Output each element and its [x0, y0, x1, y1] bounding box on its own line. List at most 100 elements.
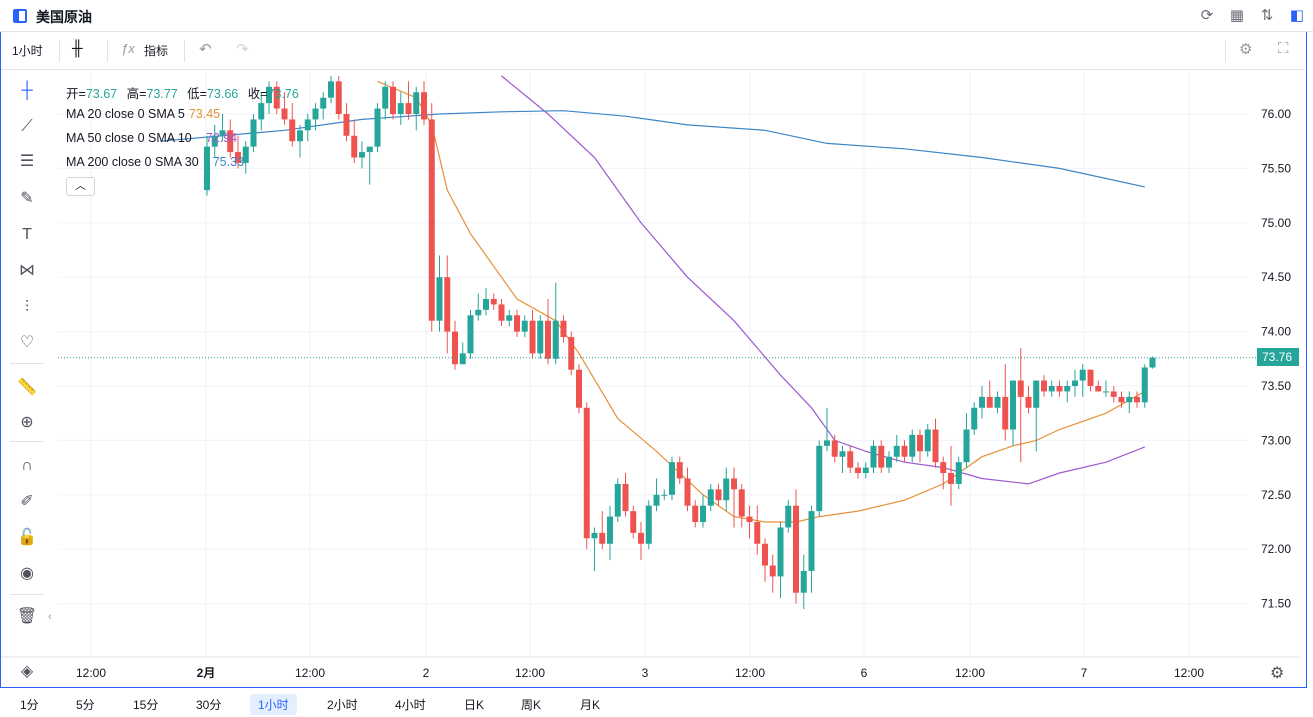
- panel-icon[interactable]: ◧: [1289, 7, 1305, 24]
- candle-body: [971, 407, 978, 430]
- interval-day[interactable]: 日K: [464, 698, 485, 712]
- time-tick-label: 6: [861, 666, 868, 680]
- fullscreen-icon[interactable]: ⛶: [1278, 40, 1289, 57]
- sidebar-toggle-icon[interactable]: [13, 9, 27, 23]
- undo-icon[interactable]: ↶: [199, 41, 212, 58]
- candle-body: [529, 320, 536, 354]
- ma-label: MA 200 close 0 SMA 30: [66, 155, 199, 169]
- time-tick-label: 12:00: [1174, 666, 1204, 680]
- price-chart[interactable]: 76.00 75.50 75.00 74.50 74.00 73.50 73.00 72.50…: [0, 0, 1313, 688]
- toolbar-divider: [10, 441, 44, 442]
- candle-body: [568, 337, 575, 370]
- candle-body: [878, 445, 885, 468]
- ma-legend-row[interactable]: MA 200 close 0 SMA 30 75.33: [66, 155, 244, 169]
- ruler-icon[interactable]: 📏: [17, 379, 37, 396]
- candle-body: [599, 532, 606, 544]
- interval-1m[interactable]: 1分: [20, 698, 39, 712]
- grid-layout-icon[interactable]: ▦: [1229, 7, 1245, 24]
- eye-icon[interactable]: ◉: [20, 565, 34, 582]
- time-tick-label: 3: [642, 666, 649, 680]
- refresh-icon[interactable]: ⟳: [1200, 7, 1214, 24]
- candle-body: [413, 92, 420, 114]
- chevron-up-icon[interactable]: ︿: [66, 177, 95, 196]
- candle-body: [258, 103, 265, 120]
- interval-15m[interactable]: 15分: [133, 698, 159, 712]
- candle-body: [1141, 367, 1148, 403]
- favorite-heart-icon[interactable]: ♡: [19, 334, 35, 351]
- interval-week[interactable]: 周K: [521, 698, 542, 712]
- brush-icon[interactable]: ✎: [20, 190, 34, 207]
- candle-body: [211, 135, 218, 147]
- interval-5m[interactable]: 5分: [76, 698, 95, 712]
- candle-body: [731, 478, 737, 490]
- candle-body: [576, 369, 582, 408]
- open-value: 73.67: [85, 87, 118, 101]
- sort-icon[interactable]: ⇅: [1260, 7, 1274, 24]
- lock-drawing-icon[interactable]: ✐: [20, 493, 34, 510]
- candle-body: [289, 119, 296, 142]
- pattern-icon[interactable]: ⋈: [19, 262, 35, 279]
- candle-body: [281, 108, 288, 120]
- interval-1h[interactable]: 1小时: [250, 694, 297, 715]
- candle-body: [514, 315, 520, 332]
- low-label: 低=: [187, 87, 207, 101]
- collapse-toolbar-icon[interactable]: ‹: [48, 611, 52, 623]
- interval-30m[interactable]: 30分: [196, 698, 222, 712]
- candle-body: [1056, 386, 1063, 392]
- indicators-button[interactable]: 指标: [144, 44, 169, 58]
- candle-body: [1149, 357, 1156, 368]
- redo-icon[interactable]: ↷: [236, 41, 249, 58]
- candle-body: [266, 86, 272, 104]
- ma-legend-row[interactable]: MA 50 close 0 SMA 10 72.94: [66, 131, 237, 145]
- function-icon: ƒx: [121, 41, 135, 56]
- drawing-toolbar: ┼ ⟋ ☰ ✎ T ⋈ ⫶ ♡ 📏 ⊕ ∩ ✐ 🔓 ◉ 🗑 ‹ ◈: [0, 71, 54, 687]
- price-tick-label: 72.50: [1261, 488, 1291, 502]
- interval-month[interactable]: 月K: [580, 698, 601, 712]
- candle-body: [645, 505, 652, 544]
- candle-style-icon[interactable]: ╫: [72, 40, 83, 57]
- price-tick-label: 73.00: [1261, 433, 1291, 447]
- candle-body: [715, 489, 722, 501]
- candle-body: [1103, 391, 1109, 393]
- ma-legend-row[interactable]: MA 20 close 0 SMA 5 73.45: [66, 107, 220, 121]
- open-label: 开=: [66, 87, 86, 101]
- candle-body: [397, 103, 404, 114]
- interval-4h[interactable]: 4小时: [395, 698, 426, 712]
- time-tick-label: 12:00: [295, 666, 325, 680]
- text-icon[interactable]: T: [22, 226, 32, 243]
- layers-icon[interactable]: ◈: [20, 663, 34, 680]
- time-tick-label: 12:00: [735, 666, 765, 680]
- candle-body: [622, 483, 629, 512]
- window-title: 美国原油: [36, 9, 92, 25]
- settings-icon[interactable]: ⚙: [1239, 41, 1253, 58]
- price-tick-label: 72.00: [1261, 542, 1291, 556]
- price-tick-label: 74.00: [1261, 325, 1291, 339]
- time-tick-label: 2: [423, 666, 430, 680]
- candle-body: [855, 467, 861, 474]
- candle-body: [769, 565, 776, 577]
- trash-icon[interactable]: 🗑: [16, 608, 38, 625]
- ma-value: 75.33: [212, 155, 244, 169]
- chart-grid: [58, 72, 1248, 656]
- interval-2h[interactable]: 2小时: [327, 698, 358, 712]
- interval-selector[interactable]: 1小时: [12, 44, 43, 58]
- candle-body: [521, 320, 528, 332]
- trend-line-icon[interactable]: ⟋: [21, 118, 33, 135]
- zoom-in-icon[interactable]: ⊕: [20, 414, 34, 431]
- candle-body: [963, 429, 970, 463]
- candle-body: [537, 320, 544, 354]
- candle-body: [653, 494, 660, 506]
- candle-body: [304, 119, 311, 131]
- horizontal-lines-icon[interactable]: ☰: [19, 153, 35, 170]
- candle-body: [351, 135, 358, 158]
- magnet-icon[interactable]: ∩: [21, 457, 33, 474]
- ma-value: 73.45: [188, 107, 221, 121]
- candle-body: [490, 298, 497, 305]
- unlock-icon[interactable]: 🔓: [17, 529, 37, 546]
- close-value: 73.76: [267, 87, 299, 101]
- candle-body: [777, 527, 784, 577]
- measure-range-icon[interactable]: ⫶: [24, 299, 29, 316]
- crosshair-icon[interactable]: ┼: [21, 82, 33, 99]
- candle-body: [235, 152, 241, 163]
- candle-body: [560, 320, 567, 338]
